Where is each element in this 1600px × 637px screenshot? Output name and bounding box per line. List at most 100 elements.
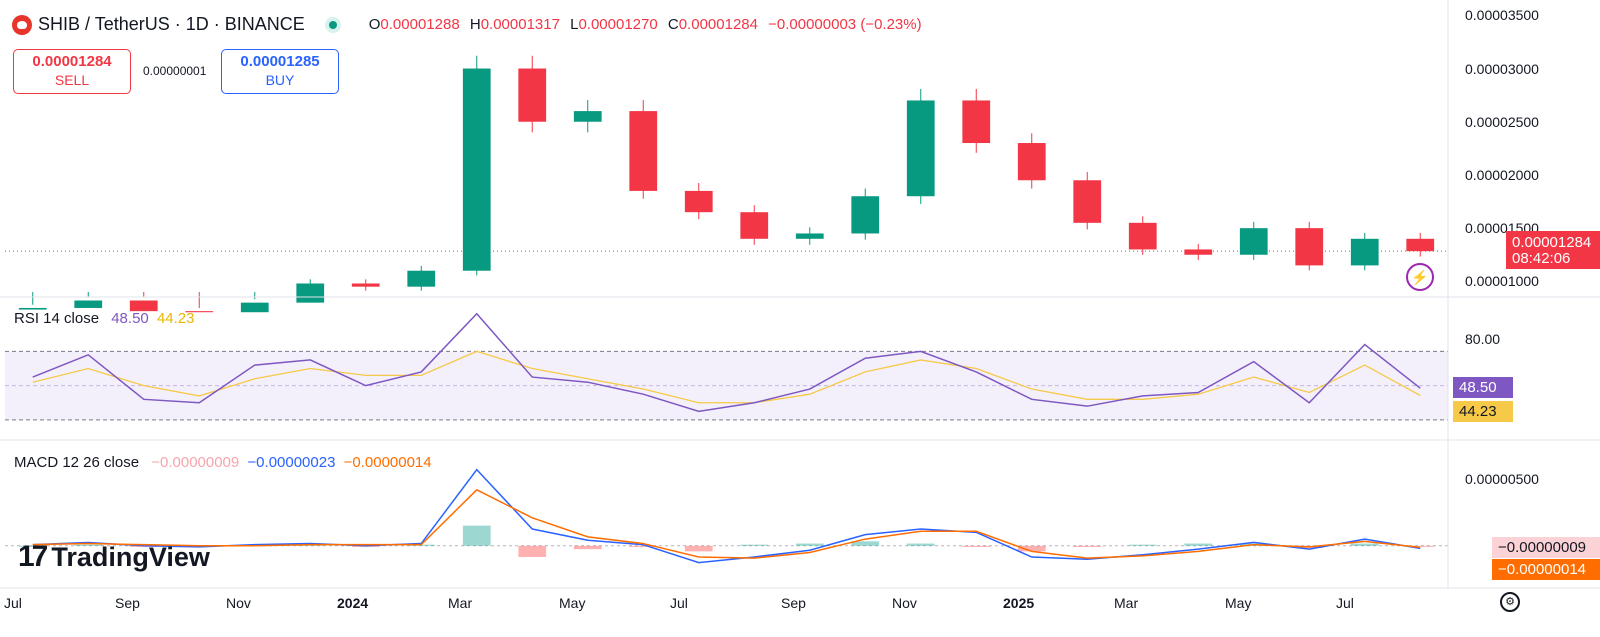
macd-histogram-bar (1017, 545, 1046, 552)
macd-legend[interactable]: MACD 12 26 close −0.00000009 −0.00000023… (14, 454, 432, 471)
macd-signal-badge: −0.00000014 (1492, 559, 1600, 580)
time-tick-label: Nov (892, 595, 917, 611)
rsi-value: 48.50 (111, 310, 149, 327)
time-tick-label: Sep (115, 595, 140, 611)
time-tick-label: 2025 (1003, 595, 1035, 611)
tradingview-wordmark: TradingView (51, 541, 210, 572)
open-label: O (368, 16, 381, 33)
macd-line (32, 468, 1421, 564)
candle-body (185, 311, 214, 313)
macd-histogram-bar (573, 545, 602, 550)
macd-histogram-bar (1406, 545, 1435, 547)
macd-histogram-bar (1350, 543, 1379, 546)
time-tick-label: Mar (1114, 595, 1139, 611)
buy-price: 0.00001285 (240, 53, 320, 70)
macd-hist-badge: −0.00000009 (1492, 537, 1600, 558)
candle-body (851, 196, 880, 234)
candle-body (1073, 180, 1102, 223)
time-tick-label: Jul (670, 595, 688, 611)
lightning-icon[interactable]: ⚡ (1406, 263, 1434, 291)
change-value: −0.00000003 (−0.23%) (768, 16, 922, 33)
symbol-title[interactable]: SHIB / TetherUS · 1D · BINANCE (38, 14, 305, 34)
sell-price: 0.00001284 (32, 53, 112, 70)
axes (0, 0, 1600, 589)
candle-body (1239, 228, 1268, 255)
candle-body (629, 111, 658, 191)
candle-body (740, 212, 769, 239)
sell-button[interactable]: 0.00001284 SELL (13, 49, 131, 94)
spread-value: 0.00000001 (143, 64, 207, 78)
current-price-badge: 0.00001284 08:42:06 (1506, 231, 1600, 269)
candle-body (573, 111, 602, 122)
rsi-line (32, 312, 1421, 413)
macd-histogram-bar (740, 544, 769, 546)
macd-signal-value: −0.00000014 (343, 454, 432, 471)
close-value: 0.00001284 (678, 16, 758, 33)
candle-body (1295, 228, 1324, 266)
price-tick-label: 0.00003000 (1465, 60, 1539, 77)
time-tick-label: Jul (1336, 595, 1354, 611)
candle-body (296, 283, 325, 303)
ohlc-readout: O0.00001288 H0.00001317 L0.00001270 C0.0… (363, 16, 922, 33)
macd-histogram-bar (1128, 544, 1157, 546)
sell-label: SELL (54, 72, 90, 88)
candle-body (1184, 249, 1213, 255)
candle-body (74, 300, 103, 308)
macd-histogram-bar (851, 541, 880, 546)
macd-histogram-bar (462, 525, 491, 546)
low-label: L (570, 16, 579, 33)
buy-label: BUY (265, 72, 295, 88)
rsi-legend[interactable]: RSI 14 close 48.50 44.23 (14, 310, 194, 327)
macd-line-value: −0.00000023 (247, 454, 336, 471)
symbol-header[interactable]: SHIB / TetherUS · 1D · BINANCE O0.000012… (12, 14, 922, 35)
time-tick-label: 2024 (337, 595, 369, 611)
buy-button[interactable]: 0.00001285 BUY (221, 49, 339, 94)
candle-body (684, 190, 713, 213)
time-tick-label: May (559, 595, 586, 611)
macd-histogram-bar (795, 543, 824, 546)
time-tick-label: Sep (781, 595, 806, 611)
rsi-ma-badge: 44.23 (1453, 401, 1513, 422)
macd-histogram-bar (74, 544, 103, 546)
price-pane (5, 55, 1448, 313)
rsi-badge: 48.50 (1453, 377, 1513, 398)
candle-body (407, 270, 436, 287)
macd-hist-value: −0.00000009 (151, 454, 240, 471)
candle-body (962, 100, 991, 144)
tradingview-mark-icon: 17 (18, 540, 48, 573)
market-open-icon (324, 16, 341, 33)
candle-body (462, 68, 491, 271)
price-tick-label: 0.00003500 (1465, 7, 1539, 24)
countdown-label: 08:42:06 (1512, 250, 1571, 267)
settings-icon[interactable]: ⚙ (1500, 592, 1520, 612)
candle-body (518, 68, 547, 122)
candle-body (1406, 238, 1435, 252)
rsi-axis-tick: 80.00 (1465, 331, 1501, 347)
rsi-title: RSI 14 close (14, 310, 100, 327)
candle-body (1128, 222, 1157, 250)
time-tick-label: Nov (226, 595, 251, 611)
candle-body (906, 100, 935, 197)
macd-histogram-bar (18, 545, 47, 547)
open-value: 0.00001288 (380, 16, 460, 33)
candle-body (129, 300, 158, 312)
high-value: 0.00001317 (480, 16, 560, 33)
time-tick-label: Mar (448, 595, 473, 611)
close-label: C (667, 16, 679, 33)
macd-histogram-bar (629, 545, 658, 547)
tradingview-logo[interactable]: 17 TradingView (18, 540, 210, 574)
rsi-pane (5, 312, 1448, 421)
shib-logo-icon (12, 14, 32, 35)
macd-histogram-bar (684, 545, 713, 552)
candle-body (18, 307, 47, 310)
candle-body (1017, 143, 1046, 181)
macd-histogram-bar (906, 543, 935, 546)
high-label: H (469, 16, 481, 33)
macd-histogram-bar (518, 545, 547, 557)
macd-pane (5, 468, 1448, 564)
candle-body (351, 283, 380, 287)
macd-histogram-bar (962, 545, 991, 547)
macd-axis-tick: 0.00000500 (1465, 471, 1539, 487)
